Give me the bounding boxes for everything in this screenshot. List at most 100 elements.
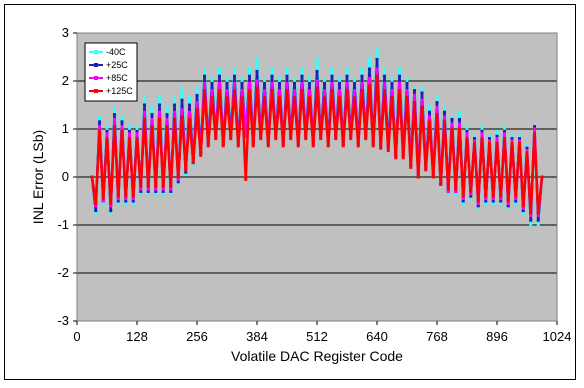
data-point bbox=[409, 165, 413, 169]
data-point bbox=[229, 137, 233, 141]
data-point bbox=[386, 149, 390, 153]
data-point bbox=[525, 144, 529, 148]
data-point bbox=[446, 187, 450, 191]
data-point bbox=[143, 96, 146, 100]
data-point bbox=[484, 194, 488, 198]
data-point bbox=[210, 81, 214, 85]
data-point bbox=[116, 194, 120, 198]
data-point bbox=[203, 74, 206, 78]
data-point bbox=[308, 96, 311, 100]
data-point bbox=[405, 89, 409, 93]
data-point bbox=[338, 81, 341, 85]
data-point bbox=[480, 137, 484, 141]
legend-marker bbox=[94, 50, 98, 54]
data-point bbox=[165, 105, 169, 109]
y-tick-label: 0 bbox=[62, 169, 69, 184]
data-point bbox=[506, 201, 510, 205]
legend-label: -40C bbox=[106, 47, 126, 57]
data-point bbox=[390, 89, 394, 93]
data-point bbox=[349, 137, 353, 141]
legend-item: -40C bbox=[89, 47, 126, 57]
data-point bbox=[109, 201, 113, 205]
data-point bbox=[210, 89, 214, 93]
data-point bbox=[330, 67, 334, 71]
y-tick-label: -3 bbox=[57, 313, 69, 328]
legend-item: +125C bbox=[89, 86, 133, 96]
data-point bbox=[398, 74, 401, 78]
data-point bbox=[176, 180, 180, 184]
data-point bbox=[341, 144, 345, 148]
y-tick-label: 3 bbox=[62, 25, 69, 40]
data-point bbox=[244, 177, 248, 181]
data-point bbox=[218, 81, 221, 85]
data-point bbox=[248, 67, 251, 71]
data-point bbox=[289, 137, 293, 141]
data-point bbox=[488, 141, 491, 145]
data-point bbox=[495, 137, 499, 141]
data-point bbox=[390, 96, 394, 100]
data-point bbox=[435, 101, 439, 105]
data-point bbox=[360, 81, 364, 85]
data-point bbox=[259, 137, 263, 141]
data-point bbox=[454, 189, 458, 193]
data-point bbox=[540, 175, 544, 179]
data-point bbox=[158, 117, 161, 121]
data-point bbox=[488, 137, 491, 141]
data-point bbox=[480, 129, 484, 133]
data-point bbox=[225, 96, 229, 100]
data-point bbox=[285, 67, 289, 71]
data-point bbox=[536, 223, 540, 227]
data-point bbox=[431, 175, 435, 179]
data-point bbox=[263, 89, 266, 93]
data-point bbox=[300, 74, 304, 78]
data-point bbox=[503, 129, 506, 133]
data-point bbox=[173, 103, 176, 107]
data-point bbox=[150, 105, 154, 109]
data-point bbox=[428, 105, 431, 109]
data-point bbox=[131, 199, 135, 203]
data-point bbox=[105, 137, 109, 141]
data-point bbox=[296, 144, 300, 148]
data-point bbox=[473, 137, 476, 141]
data-point bbox=[240, 81, 244, 85]
data-point bbox=[278, 81, 281, 85]
data-point bbox=[176, 182, 180, 186]
data-point bbox=[533, 125, 536, 129]
data-point bbox=[503, 132, 506, 136]
data-point bbox=[263, 96, 266, 100]
data-point bbox=[98, 115, 101, 119]
data-point bbox=[465, 125, 469, 129]
y-tick-label: -1 bbox=[57, 217, 69, 232]
data-point bbox=[221, 144, 225, 148]
data-point bbox=[345, 89, 349, 93]
data-point bbox=[206, 144, 210, 148]
data-point bbox=[169, 192, 173, 196]
data-point bbox=[165, 125, 169, 129]
legend-item: +25C bbox=[89, 60, 128, 70]
data-point bbox=[345, 67, 349, 71]
data-point bbox=[184, 168, 188, 172]
data-point bbox=[109, 204, 113, 208]
x-tick-label: 256 bbox=[186, 329, 208, 344]
data-point bbox=[176, 177, 180, 181]
data-point bbox=[195, 86, 199, 90]
data-point bbox=[525, 149, 529, 153]
x-tick-label: 0 bbox=[73, 329, 80, 344]
data-point bbox=[469, 189, 473, 193]
x-axis-title: Volatile DAC Register Code bbox=[231, 348, 403, 364]
data-point bbox=[233, 74, 236, 78]
data-point bbox=[285, 81, 289, 85]
data-point bbox=[233, 81, 236, 85]
data-point bbox=[518, 134, 521, 138]
data-point bbox=[203, 81, 206, 85]
data-point bbox=[150, 113, 154, 117]
data-point bbox=[413, 89, 416, 93]
data-point bbox=[503, 137, 506, 141]
data-point bbox=[469, 194, 473, 198]
data-point bbox=[120, 120, 124, 124]
data-point bbox=[533, 132, 536, 136]
data-point bbox=[161, 192, 165, 196]
y-tick-label: 1 bbox=[62, 121, 69, 136]
data-point bbox=[233, 89, 236, 93]
data-point bbox=[195, 108, 199, 112]
